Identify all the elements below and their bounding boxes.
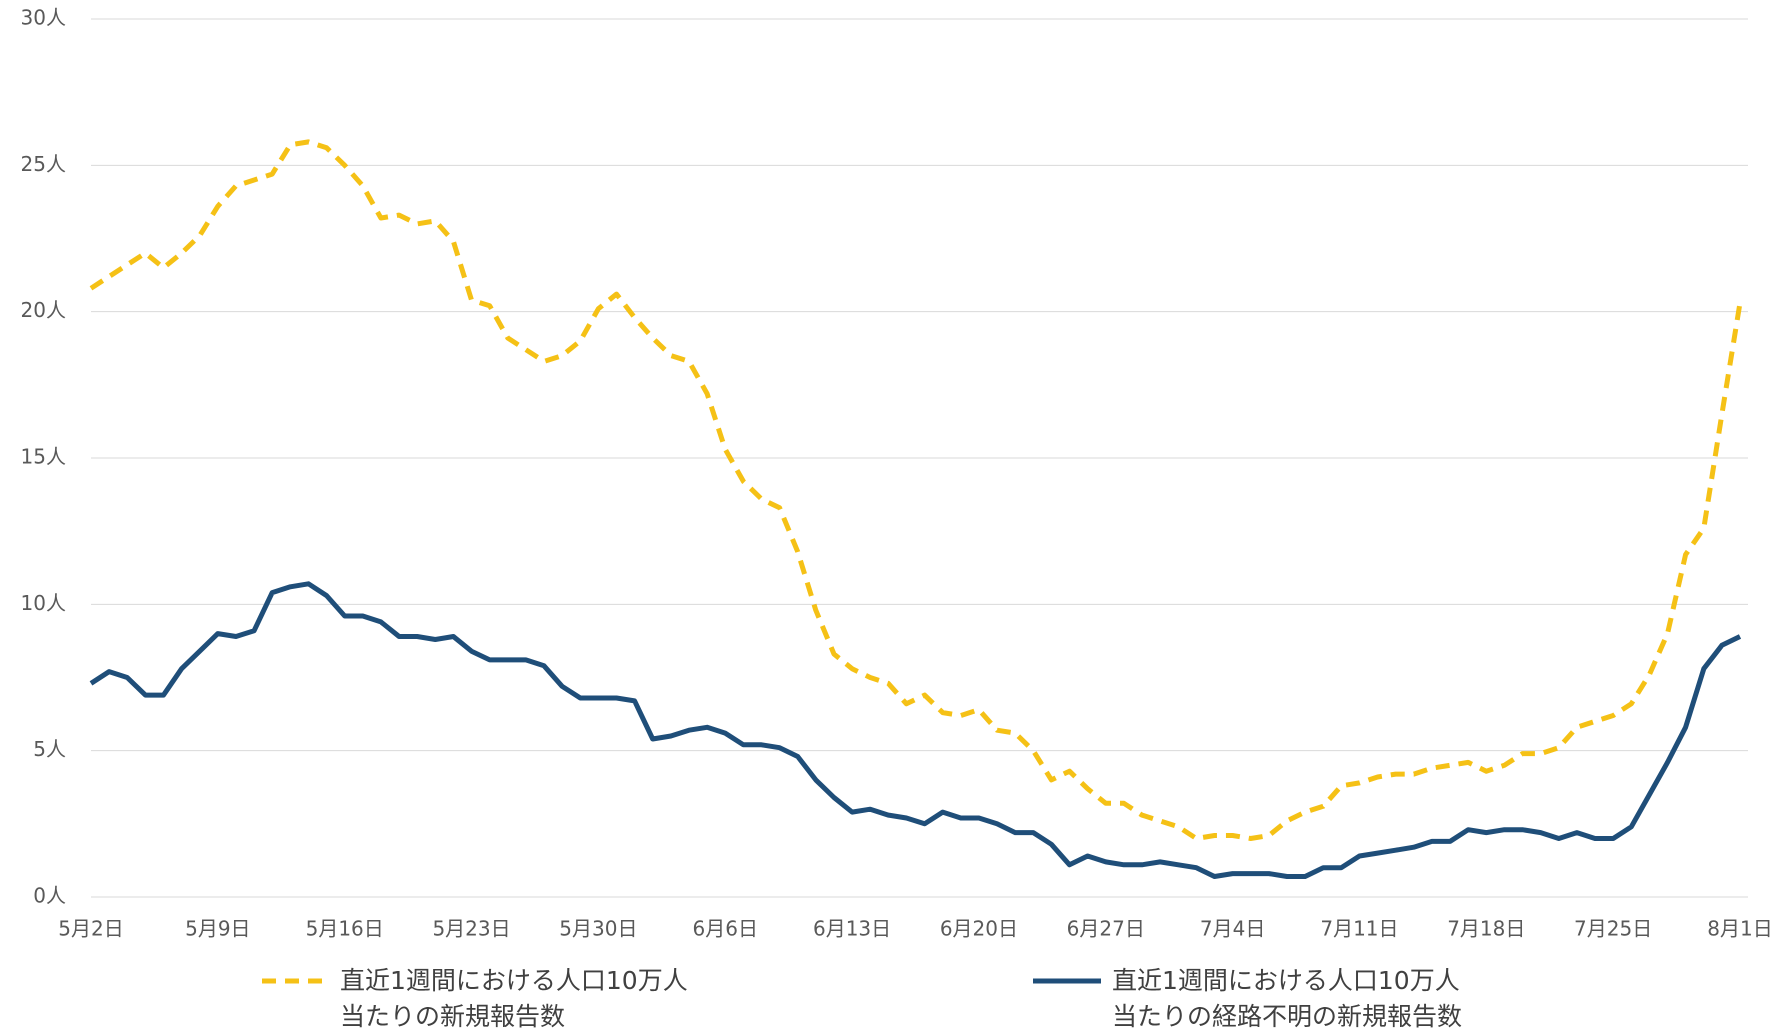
y-tick-label: 15人 <box>21 445 66 469</box>
x-tick-label: 5月9日 <box>185 917 250 941</box>
x-tick-label: 7月11日 <box>1320 917 1398 941</box>
x-tick-label: 5月30日 <box>559 917 637 941</box>
x-tick-label: 6月13日 <box>813 917 891 941</box>
x-tick-label: 8月1日 <box>1707 917 1772 941</box>
x-tick-label: 5月2日 <box>58 917 123 941</box>
x-tick-label: 5月23日 <box>432 917 510 941</box>
x-tick-label: 7月18日 <box>1447 917 1525 941</box>
series-line <box>89 139 1743 841</box>
y-tick-label: 10人 <box>21 591 66 615</box>
x-tick-label: 6月20日 <box>940 917 1018 941</box>
y-tick-label: 5人 <box>33 737 66 761</box>
x-tick-label: 7月25日 <box>1574 917 1652 941</box>
y-tick-label: 25人 <box>21 152 66 176</box>
x-tick-label: 6月27日 <box>1067 917 1145 941</box>
x-tick-label: 5月16日 <box>306 917 384 941</box>
y-tick-label: 0人 <box>33 884 66 908</box>
y-tick-label: 20人 <box>21 298 66 322</box>
x-tick-label: 7月4日 <box>1200 917 1265 941</box>
series-line <box>89 581 1742 879</box>
y-tick-label: 30人 <box>21 6 66 30</box>
legend-label: 直近1週間における人口10万人 当たりの経路不明の新規報告数 <box>1112 966 1463 1028</box>
legend-label: 直近1週間における人口10万人 当たりの新規報告数 <box>340 966 688 1028</box>
x-tick-label: 6月6日 <box>693 917 758 941</box>
